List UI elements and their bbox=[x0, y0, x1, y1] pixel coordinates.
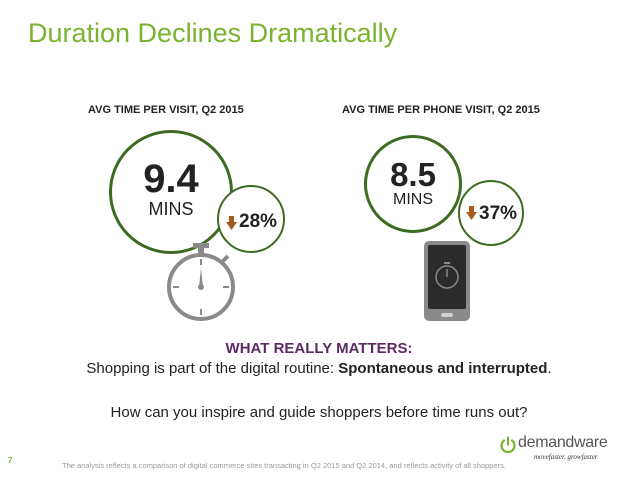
brand-tagline: movefaster, growfaster bbox=[534, 453, 598, 461]
right-change-circle: 37% bbox=[458, 180, 524, 246]
question-text: How can you inspire and guide shoppers b… bbox=[110, 404, 528, 421]
routine-statement: Shopping is part of the digital routine:… bbox=[0, 360, 638, 377]
brand-tagline-suffix: growfaster bbox=[565, 453, 598, 461]
brand-tagline-prefix: movefaster, bbox=[534, 453, 566, 461]
left-stat-value: 9.4 bbox=[143, 157, 199, 201]
routine-suffix: . bbox=[547, 360, 552, 377]
left-stat-circle: 9.4 MINS bbox=[109, 130, 233, 254]
brand-logo-text: demandware bbox=[518, 434, 608, 451]
right-change-value: 37% bbox=[479, 203, 518, 224]
left-change-value: 28% bbox=[239, 211, 278, 232]
right-stat-circle: 8.5 MINS bbox=[364, 135, 462, 233]
footnote: The analysis reflects a comparison of di… bbox=[62, 461, 506, 470]
right-stat-unit: MINS bbox=[393, 191, 433, 208]
page-number: 7 bbox=[8, 456, 13, 465]
down-arrow-icon bbox=[466, 206, 477, 220]
left-stat-unit: MINS bbox=[148, 199, 194, 219]
right-stat-value: 8.5 bbox=[390, 156, 436, 193]
smartphone-stopwatch-icon bbox=[424, 241, 470, 321]
routine-emphasis: Spontaneous and interrupted bbox=[338, 360, 548, 377]
routine-prefix: Shopping is part of the digital routine: bbox=[86, 360, 339, 377]
left-stat-label: AVG TIME PER VISIT, Q2 2015 bbox=[88, 104, 244, 116]
stopwatch-icon bbox=[167, 243, 235, 321]
what-matters-heading: WHAT REALLY MATTERS: bbox=[225, 340, 413, 357]
down-arrow-icon bbox=[226, 216, 237, 230]
right-stat-label: AVG TIME PER PHONE VISIT, Q2 2015 bbox=[342, 104, 540, 116]
power-icon bbox=[500, 436, 516, 454]
left-change-circle: 28% bbox=[217, 185, 285, 253]
slide-title: Duration Declines Dramatically bbox=[28, 18, 398, 48]
